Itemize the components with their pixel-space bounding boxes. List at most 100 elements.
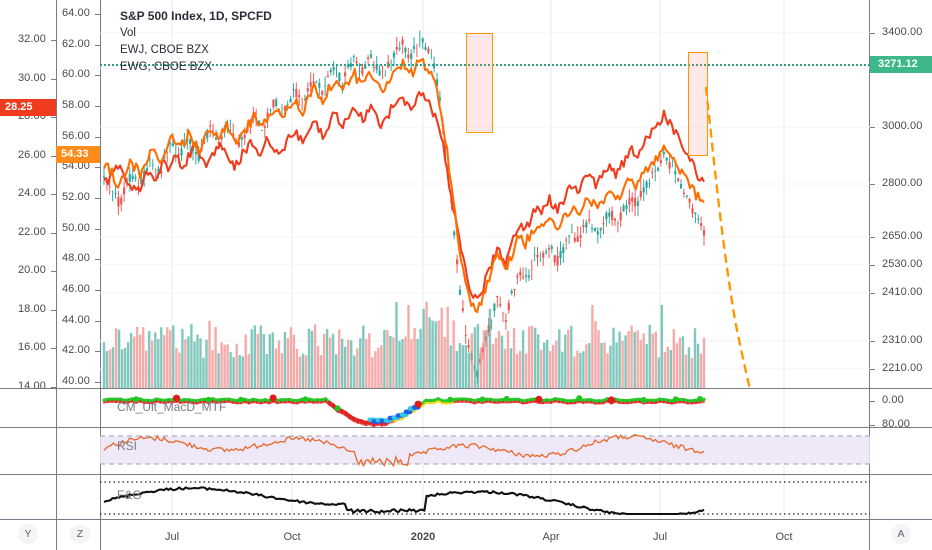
price-axis-ewg[interactable]: 64.00 62.00 60.00 58.00 56.00 54.00 52.00 50.00… bbox=[56, 0, 101, 520]
time-axis-label: Oct bbox=[283, 531, 301, 543]
axis-tick-label: 30.00 bbox=[17, 71, 46, 84]
axis-tick-mark bbox=[95, 136, 100, 138]
axis-tick-mark bbox=[870, 265, 875, 266]
pane-separator-3 bbox=[0, 474, 932, 475]
axis-tick-label: 60.00 bbox=[61, 68, 90, 81]
macd-axis-tick: 0.00 bbox=[882, 394, 904, 406]
axis-tick-label: 2410.00 bbox=[882, 286, 923, 298]
time-axis-label: Jul bbox=[164, 531, 180, 543]
macd-pane[interactable] bbox=[100, 389, 870, 427]
axis-tick-mark bbox=[95, 106, 100, 107]
axis-tick-mark bbox=[51, 271, 56, 273]
axis-tick-mark bbox=[870, 293, 875, 294]
axis-tick-label: 2210.00 bbox=[882, 362, 923, 374]
time-button-z[interactable]: Z bbox=[70, 524, 90, 544]
time-button-y[interactable]: Y bbox=[18, 524, 38, 544]
rsi-label[interactable]: RSI bbox=[117, 439, 138, 453]
axis-tick-label: 2310.00 bbox=[882, 334, 923, 346]
legend-ewg[interactable]: EWG, CBOE BZX bbox=[120, 61, 213, 73]
axis-tick-label: 58.00 bbox=[61, 99, 90, 111]
axis-tick-label: 64.00 bbox=[61, 7, 90, 19]
axis-tick-label: 46.00 bbox=[61, 283, 90, 295]
axis-tick-label: 62.00 bbox=[61, 37, 90, 50]
pane-separator-2 bbox=[0, 427, 932, 428]
macd-canvas bbox=[102, 389, 785, 427]
axis-tick-mark bbox=[95, 14, 100, 15]
axis-tick-mark bbox=[870, 425, 875, 426]
axis-tick-label: 16.00 bbox=[17, 341, 46, 354]
legend-ewj[interactable]: EWJ, CBOE BZX bbox=[120, 44, 209, 56]
axis-tick-label: 24.00 bbox=[17, 187, 46, 200]
axis-tick-mark bbox=[95, 382, 100, 383]
pane-separator-1 bbox=[0, 388, 932, 389]
time-axis-label: Apr bbox=[542, 531, 560, 543]
annotation-rect-1[interactable] bbox=[466, 33, 493, 133]
legend-vol[interactable]: Vol bbox=[120, 27, 136, 39]
axis-tick-mark bbox=[870, 341, 875, 342]
time-axis-label: Jul bbox=[652, 531, 668, 543]
time-button-a[interactable]: A bbox=[891, 524, 911, 544]
axis-tick-label: 54.00 bbox=[61, 160, 90, 173]
axis-tick-mark bbox=[870, 369, 875, 370]
annotation-rect-2[interactable] bbox=[688, 52, 708, 156]
price-tag-ewj[interactable]: 28.25 bbox=[0, 99, 56, 116]
axis-tick-mark bbox=[870, 33, 875, 34]
axis-tick-mark bbox=[51, 348, 56, 350]
axis-tick-mark bbox=[51, 40, 56, 41]
axis-tick-mark bbox=[95, 75, 100, 77]
axis-tick-mark bbox=[51, 232, 56, 234]
axis-tick-mark bbox=[51, 387, 56, 388]
fg-canvas bbox=[100, 475, 870, 520]
fg-pane[interactable] bbox=[100, 475, 870, 520]
axis-tick-mark bbox=[51, 194, 56, 196]
main-chart-pane[interactable] bbox=[100, 0, 870, 388]
macd-label[interactable]: CM_Ult_MacD_MTF bbox=[117, 400, 227, 414]
axis-tick-label: 52.00 bbox=[61, 191, 90, 203]
time-axis-label: Oct bbox=[775, 531, 793, 543]
axis-tick-label: 50.00 bbox=[61, 221, 90, 234]
axis-tick-label: 42.00 bbox=[61, 344, 90, 357]
price-axis-spx[interactable]: 3400.003200.003000.002800.002650.002530.… bbox=[869, 0, 932, 520]
legend-title[interactable]: S&P 500 Index, 1D, SPCFD bbox=[120, 9, 272, 23]
axis-tick-mark bbox=[870, 127, 875, 128]
axis-tick-mark bbox=[95, 259, 100, 261]
price-axis-ewj[interactable]: 32.00 30.00 28.00 26.00 24.00 22.00 20.00 18.00… bbox=[0, 0, 57, 520]
axis-tick-mark bbox=[95, 44, 100, 46]
axis-tick-mark bbox=[95, 320, 100, 322]
axis-tick-mark bbox=[95, 351, 100, 353]
legend: S&P 500 Index, 1D, SPCFD Vol EWJ, CBOE B… bbox=[120, 8, 272, 76]
spx-price-line bbox=[100, 64, 870, 66]
axis-tick-label: 18.00 bbox=[17, 302, 46, 315]
axis-tick-label: 3000.00 bbox=[882, 120, 923, 132]
axis-tick-mark bbox=[51, 117, 56, 119]
axis-tick-mark bbox=[870, 401, 875, 402]
axis-tick-mark bbox=[95, 290, 100, 291]
time-axis-label: 2020 bbox=[410, 531, 436, 543]
axis-tick-label: 48.00 bbox=[61, 252, 90, 265]
axis-tick-label: 40.00 bbox=[61, 375, 90, 387]
axis-tick-mark bbox=[95, 167, 100, 169]
axis-tick-label: 3400.00 bbox=[882, 26, 923, 38]
axis-tick-label: 2800.00 bbox=[882, 177, 923, 189]
axis-tick-label: 20.00 bbox=[17, 264, 46, 277]
axis-tick-label: 2530.00 bbox=[882, 258, 923, 270]
axis-tick-label: 56.00 bbox=[61, 129, 90, 142]
price-tag-spx[interactable]: 3271.12 bbox=[870, 56, 932, 73]
axis-tick-label: 22.00 bbox=[17, 225, 46, 238]
axis-tick-label: 2650.00 bbox=[882, 230, 923, 242]
fg-label[interactable]: F&G bbox=[117, 488, 142, 502]
main-chart-canvas bbox=[100, 0, 870, 388]
axis-tick-mark bbox=[870, 184, 875, 185]
axis-tick-label: 14.00 bbox=[17, 380, 46, 392]
axis-tick-label: 44.00 bbox=[61, 313, 90, 326]
time-axis[interactable]: Y Z A Jul Oct 2020 Apr Jul Oct bbox=[0, 519, 932, 550]
axis-tick-mark bbox=[51, 309, 56, 311]
rsi-canvas bbox=[100, 428, 870, 474]
axis-tick-mark bbox=[51, 155, 56, 157]
axis-tick-mark bbox=[51, 78, 56, 80]
rsi-pane[interactable] bbox=[100, 428, 870, 474]
axis-tick-mark bbox=[95, 198, 100, 199]
price-tag-ewg[interactable]: 54.33 bbox=[56, 146, 100, 163]
axis-tick-label: 26.00 bbox=[17, 148, 46, 161]
